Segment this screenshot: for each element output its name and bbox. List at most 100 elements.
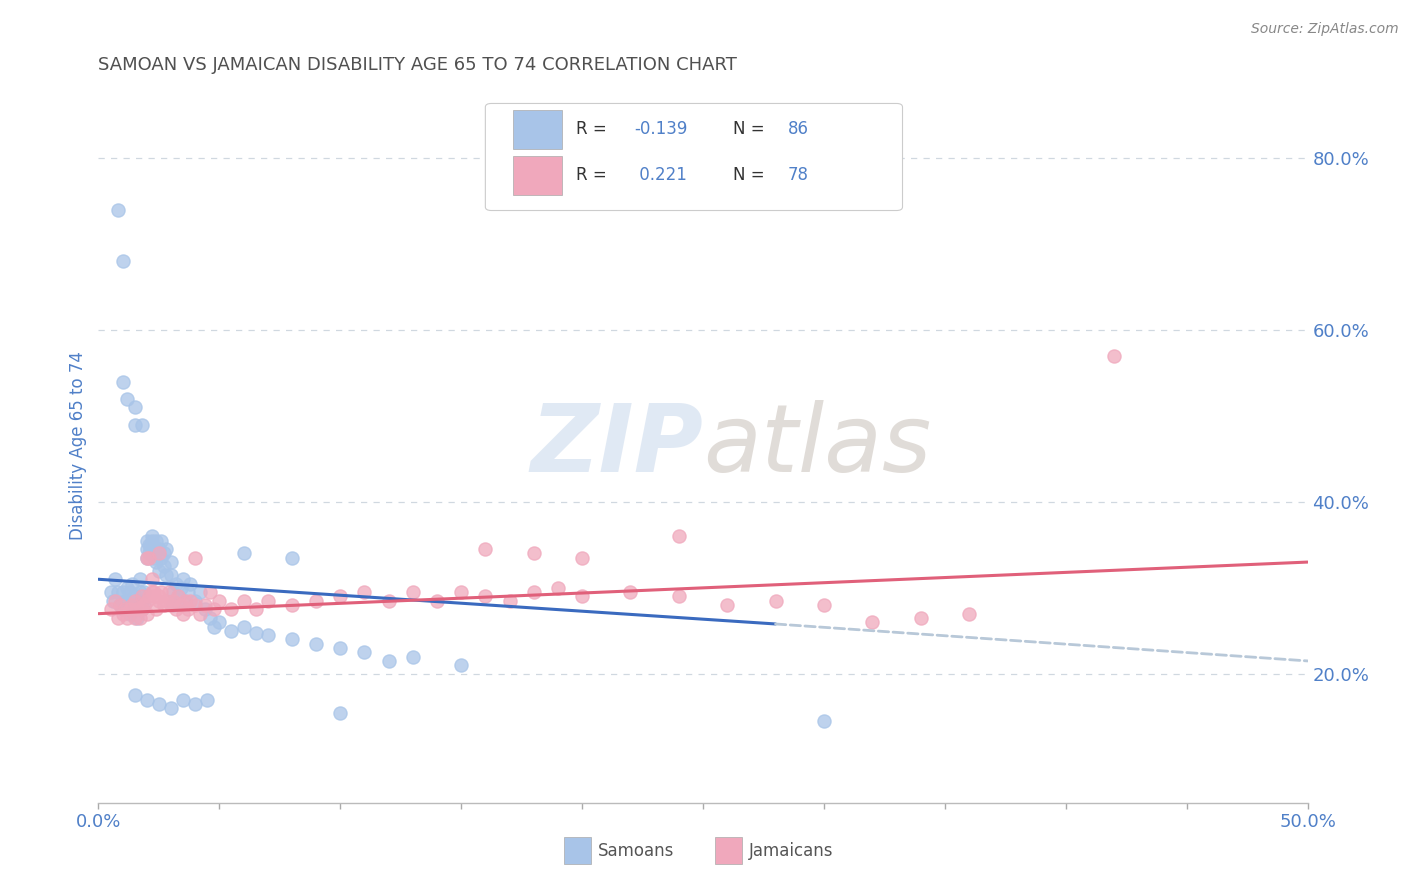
Point xyxy=(329,706,352,720)
Point xyxy=(160,555,183,569)
Point xyxy=(138,550,160,565)
Text: 86: 86 xyxy=(787,120,808,138)
Point xyxy=(167,590,190,604)
Point xyxy=(174,593,197,607)
Point xyxy=(148,590,170,604)
Point xyxy=(108,598,131,612)
Point xyxy=(165,602,187,616)
Point xyxy=(194,598,217,612)
Point xyxy=(134,585,156,599)
Point xyxy=(232,593,254,607)
Point xyxy=(135,593,157,607)
Point xyxy=(117,611,139,625)
Point xyxy=(131,602,153,616)
Point xyxy=(150,550,173,565)
Point xyxy=(111,585,134,599)
Point xyxy=(131,602,153,616)
Point xyxy=(329,590,352,604)
Point xyxy=(523,585,546,599)
Point xyxy=(134,598,156,612)
Point xyxy=(571,550,593,565)
Point xyxy=(426,593,449,607)
Point xyxy=(571,590,593,604)
Point xyxy=(619,585,641,599)
Point xyxy=(184,697,207,711)
Point xyxy=(148,697,170,711)
Point xyxy=(121,598,143,612)
Point xyxy=(152,559,174,574)
Point xyxy=(104,572,127,586)
Text: Jamaicans: Jamaicans xyxy=(749,842,834,860)
Point xyxy=(145,602,167,616)
Point xyxy=(134,598,156,612)
Point xyxy=(198,611,221,625)
Point xyxy=(118,607,141,621)
Point xyxy=(195,692,218,706)
Point xyxy=(124,417,146,432)
Point xyxy=(377,593,399,607)
Point xyxy=(184,550,207,565)
Point xyxy=(1102,349,1125,363)
Bar xyxy=(513,110,561,149)
Point xyxy=(143,585,166,599)
Text: N =: N = xyxy=(734,166,770,185)
Point xyxy=(117,581,139,595)
Point xyxy=(135,550,157,565)
Point xyxy=(127,602,149,616)
Point xyxy=(121,576,143,591)
Point xyxy=(160,598,183,612)
Point xyxy=(150,533,173,548)
Point xyxy=(141,585,163,599)
Point xyxy=(128,611,150,625)
Point xyxy=(377,654,399,668)
Point xyxy=(174,593,197,607)
Point xyxy=(124,401,146,415)
Point xyxy=(184,598,207,612)
Point xyxy=(114,593,136,607)
Point xyxy=(138,538,160,552)
Point xyxy=(668,590,690,604)
Point xyxy=(152,598,174,612)
Point xyxy=(498,593,520,607)
Point xyxy=(138,546,160,560)
Point xyxy=(148,593,170,607)
Point xyxy=(523,546,546,560)
Point xyxy=(107,585,129,599)
Point xyxy=(124,602,146,616)
Point xyxy=(245,625,267,640)
Point xyxy=(145,533,167,548)
Point xyxy=(145,555,167,569)
FancyBboxPatch shape xyxy=(485,103,903,211)
Point xyxy=(204,619,226,633)
Point xyxy=(104,593,127,607)
Point xyxy=(860,615,883,630)
Point xyxy=(162,593,184,607)
Point xyxy=(111,375,134,389)
Point xyxy=(155,568,177,582)
Point xyxy=(111,254,134,268)
Point xyxy=(131,417,153,432)
Point xyxy=(221,624,243,638)
Point xyxy=(124,590,146,604)
Point xyxy=(256,628,278,642)
Point xyxy=(101,593,124,607)
Text: SAMOAN VS JAMAICAN DISABILITY AGE 65 TO 74 CORRELATION CHART: SAMOAN VS JAMAICAN DISABILITY AGE 65 TO … xyxy=(98,56,737,74)
Point xyxy=(172,572,194,586)
Point xyxy=(117,593,139,607)
Point xyxy=(128,572,150,586)
Point xyxy=(135,550,157,565)
Point xyxy=(124,593,146,607)
Point xyxy=(160,568,183,582)
Point xyxy=(143,542,166,557)
Point xyxy=(813,714,835,728)
Point xyxy=(107,611,129,625)
Point xyxy=(172,692,194,706)
Text: 78: 78 xyxy=(787,166,808,185)
Point xyxy=(910,611,932,625)
Point xyxy=(668,529,690,543)
Point xyxy=(716,598,738,612)
Point xyxy=(281,598,304,612)
Text: atlas: atlas xyxy=(703,401,931,491)
Point xyxy=(118,602,141,616)
Point xyxy=(114,602,136,616)
